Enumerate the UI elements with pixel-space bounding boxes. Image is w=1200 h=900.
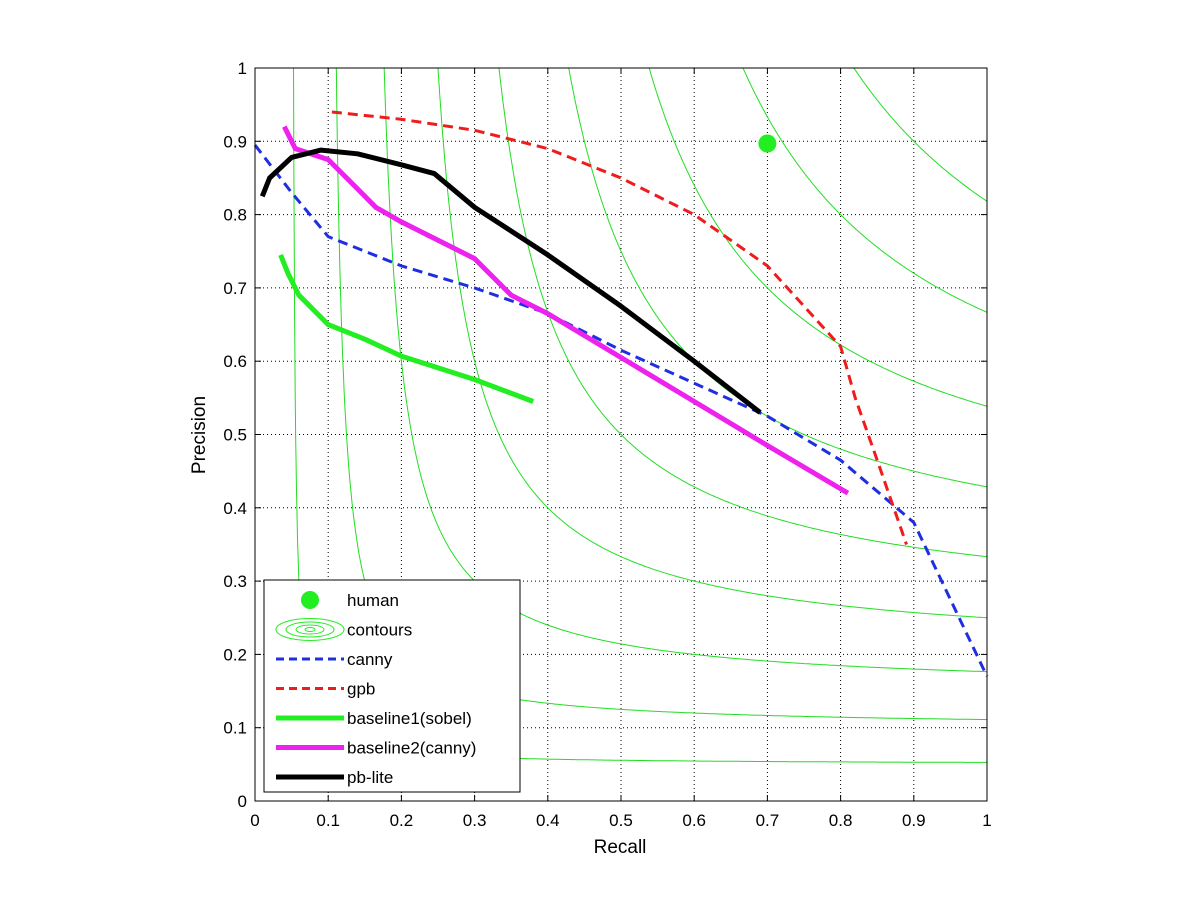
y-tick-label: 0.1: [223, 719, 247, 738]
legend-label-pb-lite: pb-lite: [347, 768, 393, 787]
y-tick-label: 0.4: [223, 499, 247, 518]
axes-layer: 0 0.1 0.2 0.3 0.4 0.5 0.6 0.7 0.8 0.9 1 0 0.1 0.2 0.3 0…: [223, 59, 991, 830]
y-axis-label: Precision: [189, 396, 210, 474]
legend-label-baseline2-canny-: baseline2(canny): [347, 739, 476, 758]
legend-swatch-contours: [304, 627, 316, 632]
legend-box: [263, 579, 521, 793]
y-tick-label: 0.3: [223, 572, 247, 591]
legend-swatch-contours: [285, 621, 335, 638]
x-tick-label: 1: [982, 811, 991, 830]
x-tick-label: 0.6: [682, 811, 706, 830]
series-pb-lite: [259, 147, 762, 415]
series-layer: [253, 110, 989, 678]
x-tick-label: 0.7: [756, 811, 780, 830]
series-canny: [253, 144, 989, 678]
contour-f-0.4: [437, 68, 987, 619]
legend-label-human: human: [347, 591, 399, 610]
x-tick-label: 0.9: [902, 811, 926, 830]
y-tick-label: 0.9: [223, 132, 247, 151]
y-tick-label: 0.6: [223, 352, 247, 371]
legend-label-baseline1-sobel-: baseline1(sobel): [347, 709, 472, 728]
y-tick-label: 0.5: [223, 426, 247, 445]
series-gpb: [331, 110, 908, 545]
y-tick-label: 0: [238, 792, 247, 811]
x-tick-label: 0.8: [829, 811, 853, 830]
x-tick-label: 0.2: [390, 811, 414, 830]
contour-f-0.9: [853, 68, 987, 202]
x-tick-label: 0.4: [536, 811, 560, 830]
y-tick-label: 0.8: [223, 206, 247, 225]
legend: human contours canny gpb baseline1(sobel) bas…: [263, 579, 521, 793]
legend-label-gpb: gpb: [347, 680, 375, 699]
series-baseline2-canny-: [282, 125, 850, 496]
legend-swatch-contours: [275, 618, 345, 641]
human-point: [758, 134, 777, 153]
x-tick-label: 0.5: [609, 811, 633, 830]
contour-f-0.7: [648, 68, 987, 407]
y-tick-label: 0.2: [223, 645, 247, 664]
legend-swatch-contours: [295, 624, 325, 635]
legend-label-contours: contours: [347, 621, 412, 640]
series-baseline1-sobel-: [278, 253, 535, 404]
x-tick-label: 0: [250, 811, 259, 830]
contour-f-0.8: [742, 68, 987, 313]
legend-swatch-human: [301, 591, 319, 609]
y-tick-label: 0.7: [223, 279, 247, 298]
x-tick-label: 0.1: [316, 811, 340, 830]
x-tick-label: 0.3: [463, 811, 487, 830]
y-tick-label: 1: [238, 59, 247, 78]
legend-label-canny: canny: [347, 650, 393, 669]
human-layer: [758, 134, 777, 153]
x-axis-label: Recall: [594, 837, 647, 858]
contour-f-0.3: [383, 68, 987, 673]
